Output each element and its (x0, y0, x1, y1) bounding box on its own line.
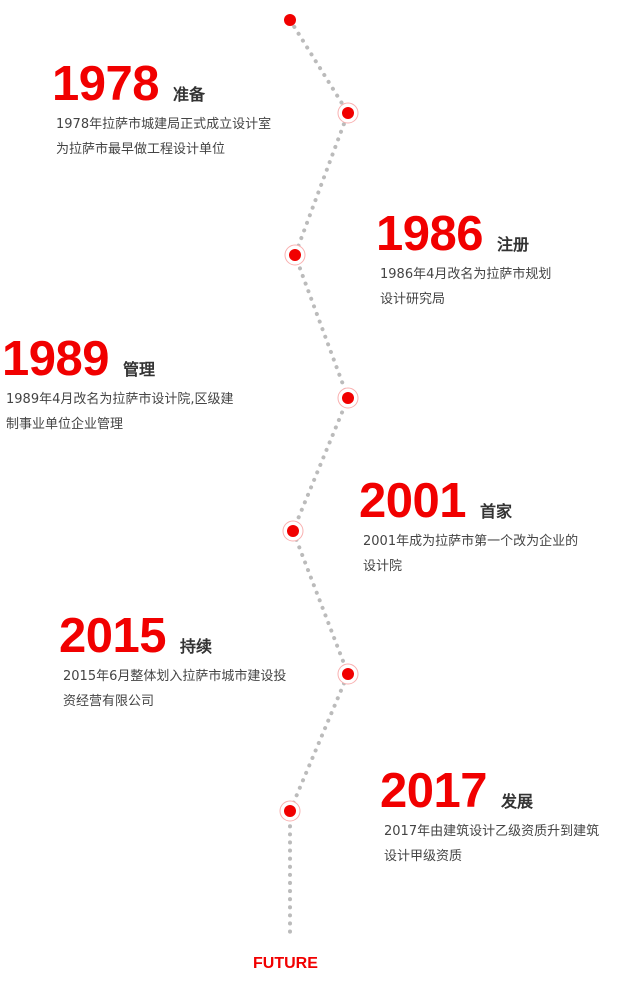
timeline-node (284, 244, 306, 266)
timeline-entry-1989: 1989 管理 1989年4月改名为拉萨市设计院,区级建 制事业单位企业管理 (2, 331, 234, 437)
timeline-entry-2017: 2017 发展 2017年由建筑设计乙级资质升到建筑 设计甲级资质 (380, 763, 599, 869)
entry-label: 准备 (173, 85, 206, 104)
timeline-node (279, 800, 301, 822)
timeline-entry-2015: 2015 持续 2015年6月整体划入拉萨市城市建设投 资经营有限公司 (59, 608, 286, 714)
entry-description: 1989年4月改名为拉萨市设计院,区级建 制事业单位企业管理 (6, 392, 234, 432)
entry-label: 管理 (123, 360, 156, 379)
entry-label: 注册 (497, 235, 530, 254)
future-label: FUTURE (253, 955, 318, 972)
entry-year: 1989 (2, 332, 110, 386)
entry-year: 1986 (376, 207, 484, 261)
entry-year: 2017 (380, 764, 488, 818)
entry-year: 1978 (52, 57, 160, 111)
entry-description: 2015年6月整体划入拉萨市城市建设投 资经营有限公司 (63, 669, 287, 709)
entry-description: 1986年4月改名为拉萨市规划 设计研究局 (380, 267, 552, 307)
entry-year: 2015 (59, 609, 167, 663)
entry-label: 持续 (180, 637, 213, 656)
entry-label: 发展 (501, 792, 534, 811)
timeline-entry-1978: 1978 准备 1978年拉萨市城建局正式成立设计室 为拉萨市最早做工程设计单位 (52, 56, 271, 162)
timeline-entry-1986: 1986 注册 1986年4月改名为拉萨市规划 设计研究局 (376, 206, 551, 312)
timeline-node (337, 387, 359, 409)
entry-description: 2001年成为拉萨市第一个改为企业的 设计院 (363, 534, 579, 574)
timeline-entry-2001: 2001 首家 2001年成为拉萨市第一个改为企业的 设计院 (359, 473, 578, 579)
entry-label: 首家 (480, 502, 513, 521)
entry-description: 1978年拉萨市城建局正式成立设计室 为拉萨市最早做工程设计单位 (56, 117, 272, 157)
timeline-start-dot (284, 14, 296, 26)
timeline-node (337, 102, 359, 124)
entry-year: 2001 (359, 474, 467, 528)
timeline-node (337, 663, 359, 685)
timeline-node (282, 520, 304, 542)
entry-description: 2017年由建筑设计乙级资质升到建筑 设计甲级资质 (384, 824, 600, 864)
